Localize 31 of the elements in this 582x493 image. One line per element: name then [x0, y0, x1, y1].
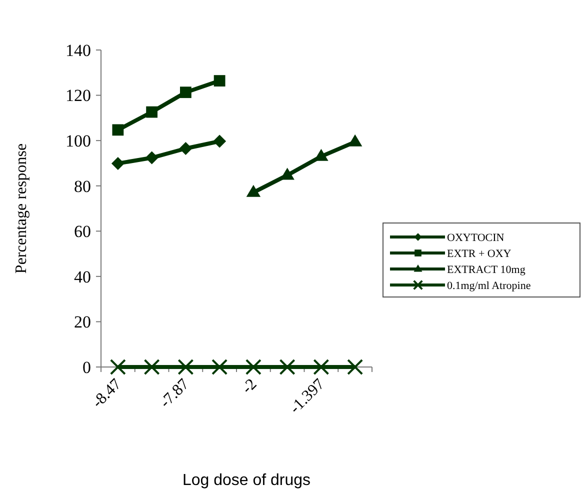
point [313, 358, 330, 376]
y-axis-title: Percentage response [13, 143, 30, 274]
point [110, 358, 126, 376]
y-tick-label: 80 [74, 176, 91, 196]
point [214, 75, 226, 86]
y-tick-label: 140 [66, 40, 91, 60]
y-tick-label: 60 [74, 222, 91, 242]
point [245, 358, 262, 376]
point [145, 151, 158, 164]
point [179, 142, 192, 155]
legend-label: OXYTOCIN [447, 232, 504, 244]
point [347, 358, 364, 376]
point [111, 156, 124, 170]
x-axis-title: Log dose of drugs [182, 472, 311, 489]
y-tick-label: 40 [74, 267, 91, 286]
point [144, 358, 160, 376]
x-tick-label: -2 [238, 376, 260, 398]
legend-label: EXTR + OXY [447, 248, 512, 260]
point [112, 124, 124, 136]
point [180, 86, 192, 98]
point [178, 358, 194, 376]
point [213, 134, 226, 148]
y-tick-label: 100 [66, 132, 91, 151]
legend-label: 0.1mg/ml Atropine [447, 280, 531, 292]
legend-label: EXTRACT 10mg [447, 264, 526, 276]
y-tick-label: 120 [66, 86, 91, 106]
y-tick-label: 20 [74, 312, 91, 332]
point [279, 358, 296, 376]
point [146, 106, 158, 118]
point [212, 358, 228, 376]
y-tick-label: 0 [82, 358, 91, 377]
